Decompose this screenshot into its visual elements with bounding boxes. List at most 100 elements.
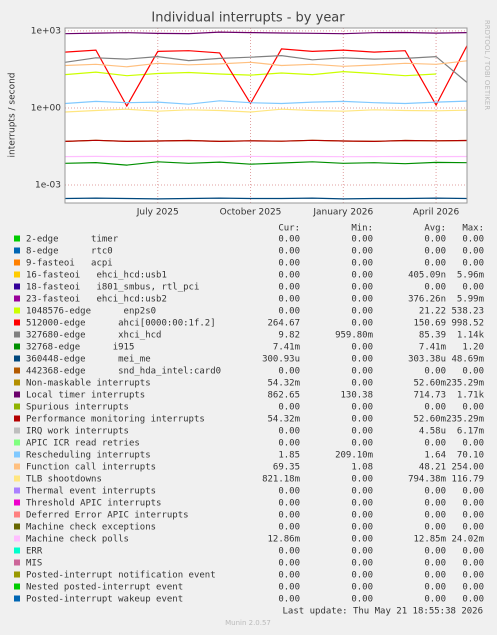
legend-avg: 0.00 bbox=[424, 259, 446, 269]
legend-name: Machine check exceptions bbox=[26, 523, 156, 533]
legend: Cur: Min: Avg: Max: 2-edge timer 0.00 0.00 0.00… bbox=[14, 224, 485, 605]
legend-max: 1.71k bbox=[457, 391, 485, 401]
side-label: RRDTOOL / TOBI OETIKER bbox=[483, 20, 491, 110]
legend-avg: 0.00 bbox=[424, 499, 446, 509]
plot bbox=[64, 27, 468, 204]
legend-swatch bbox=[14, 403, 20, 410]
legend-name: APIC ICR read retries bbox=[26, 439, 140, 449]
legend-min: 0.00 bbox=[351, 343, 373, 353]
y-tick-label: 1e+00 bbox=[31, 103, 62, 113]
legend-avg: 0.00 bbox=[424, 583, 446, 593]
legend-cur: 0.00 bbox=[278, 403, 300, 413]
legend-cur: 1.85 bbox=[278, 451, 300, 461]
legend-name: 9-fasteoi acpi bbox=[26, 259, 113, 269]
legend-swatch bbox=[14, 295, 20, 302]
legend-min: 0.00 bbox=[351, 511, 373, 521]
legend-max: 0.00 bbox=[462, 235, 484, 245]
legend-swatch bbox=[14, 535, 20, 542]
legend-min: 0.00 bbox=[351, 271, 373, 281]
legend-min: 0.00 bbox=[351, 535, 373, 545]
legend-swatch bbox=[14, 259, 20, 266]
legend-min: 0.00 bbox=[351, 247, 373, 257]
y-tick-label: 1e-03 bbox=[35, 181, 61, 191]
legend-cur: 9.82 bbox=[278, 331, 300, 341]
legend-name: Deferred Error APIC interrupts bbox=[26, 511, 189, 521]
legend-avg: 0.00 bbox=[424, 247, 446, 257]
legend-max: 5.99m bbox=[457, 295, 484, 305]
legend-min: 0.00 bbox=[351, 403, 373, 413]
legend-avg: 4.58u bbox=[419, 427, 446, 437]
legend-min: 0.00 bbox=[351, 427, 373, 437]
legend-avg: 52.60m bbox=[413, 379, 446, 389]
last-update: Last update: Thu May 21 18:55:38 2026 bbox=[283, 607, 483, 617]
legend-name: 32768-edge i915 bbox=[26, 343, 134, 353]
y-tick-label: 1e+03 bbox=[31, 26, 61, 36]
legend-min: 0.00 bbox=[351, 583, 373, 593]
legend-cur: 0.00 bbox=[278, 559, 300, 569]
x-tick-label: January 2026 bbox=[312, 208, 373, 218]
legend-cur: 0.00 bbox=[278, 307, 300, 317]
legend-min: 959.80m bbox=[335, 331, 373, 341]
legend-name: Posted-interrupt wakeup event bbox=[26, 595, 183, 605]
legend-swatch bbox=[14, 343, 20, 350]
version: Munin 2.0.57 bbox=[225, 619, 271, 627]
legend-avg: 48.21 bbox=[419, 463, 446, 473]
legend-swatch bbox=[14, 559, 20, 566]
legend-cur: 0.00 bbox=[278, 547, 300, 557]
legend-cur: 12.86m bbox=[267, 535, 300, 545]
legend-max: 6.17m bbox=[457, 427, 484, 437]
legend-min: 0.00 bbox=[351, 547, 373, 557]
legend-name: Machine check polls bbox=[26, 535, 129, 545]
legend-swatch bbox=[14, 331, 20, 338]
legend-cur: 0.00 bbox=[278, 439, 300, 449]
legend-name: 327680-edge xhci_hcd bbox=[26, 331, 161, 341]
legend-avg: 0.00 bbox=[424, 283, 446, 293]
legend-name: 1048576-edge enp2s0 bbox=[26, 307, 156, 317]
legend-swatch bbox=[14, 379, 20, 386]
legend-cur: 862.65 bbox=[267, 391, 300, 401]
legend-cur: 0.00 bbox=[278, 235, 300, 245]
legend-max: 254.00 bbox=[451, 463, 484, 473]
legend-avg: 0.00 bbox=[424, 487, 446, 497]
legend-swatch bbox=[14, 307, 20, 314]
legend-name: Performance monitoring interrupts bbox=[26, 415, 205, 425]
legend-swatch bbox=[14, 247, 20, 254]
legend-name: 442368-edge snd_hda_intel:card0 bbox=[26, 367, 221, 377]
legend-cur: 0.00 bbox=[278, 271, 300, 281]
legend-max: 0.00 bbox=[462, 259, 484, 269]
legend-name: Non-maskable interrupts bbox=[26, 379, 151, 389]
legend-swatch bbox=[14, 487, 20, 494]
legend-cur: 821.18m bbox=[262, 475, 300, 485]
legend-cur: 0.00 bbox=[278, 259, 300, 269]
legend-swatch bbox=[14, 463, 20, 470]
legend-name: Rescheduling interrupts bbox=[26, 451, 151, 461]
legend-cur: 0.00 bbox=[278, 583, 300, 593]
legend-avg: 12.85m bbox=[413, 535, 446, 545]
legend-cur: 0.00 bbox=[278, 571, 300, 581]
legend-avg: 21.22 bbox=[419, 307, 446, 317]
legend-min: 0.00 bbox=[351, 283, 373, 293]
legend-max: 0.00 bbox=[462, 511, 484, 521]
legend-swatch bbox=[14, 427, 20, 434]
legend-avg: 714.73 bbox=[413, 391, 446, 401]
legend-min: 0.00 bbox=[351, 235, 373, 245]
legend-min: 0.00 bbox=[351, 499, 373, 509]
chart-title: Individual interrupts - by year bbox=[151, 11, 345, 26]
legend-avg: 376.26n bbox=[408, 295, 446, 305]
legend-cur: 0.00 bbox=[278, 499, 300, 509]
legend-cur: 0.00 bbox=[278, 295, 300, 305]
legend-cur: 0.00 bbox=[278, 427, 300, 437]
legend-cur: 7.41m bbox=[273, 343, 300, 353]
legend-avg: 0.00 bbox=[424, 403, 446, 413]
legend-swatch bbox=[14, 367, 20, 374]
legend-swatch bbox=[14, 511, 20, 518]
legend-avg: 794.38m bbox=[408, 475, 446, 485]
legend-swatch bbox=[14, 583, 20, 590]
legend-swatch bbox=[14, 523, 20, 530]
legend-swatch bbox=[14, 439, 20, 446]
legend-max: 48.69m bbox=[451, 355, 484, 365]
legend-header: Max: bbox=[462, 224, 484, 234]
legend-cur: 0.00 bbox=[278, 283, 300, 293]
legend-swatch bbox=[14, 451, 20, 458]
legend-name: 23-fasteoi ehci_hcd:usb2 bbox=[26, 295, 167, 305]
